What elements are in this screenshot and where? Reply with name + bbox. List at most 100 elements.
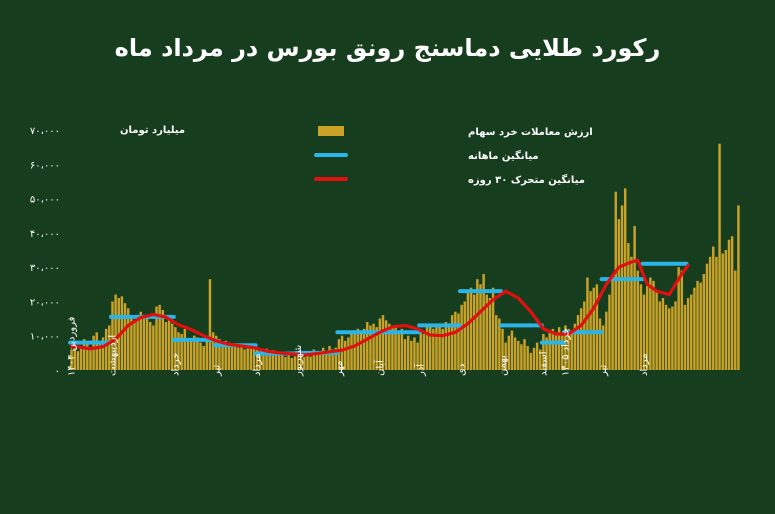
bar xyxy=(488,298,492,370)
bar xyxy=(702,274,706,370)
bar xyxy=(145,315,149,370)
bar xyxy=(573,323,577,370)
bar xyxy=(108,325,111,370)
bar xyxy=(372,323,375,370)
bar xyxy=(306,354,309,370)
bar xyxy=(435,327,438,370)
bar xyxy=(718,143,721,370)
bar xyxy=(104,328,108,370)
bar xyxy=(152,325,155,370)
x-tick-label: دی xyxy=(457,364,468,376)
bar xyxy=(92,335,95,370)
x-tick-label: فروردین ۱۴۰۴ xyxy=(67,316,78,376)
moving-average-line xyxy=(69,258,690,357)
bar xyxy=(331,349,334,370)
x-tick-label: اسفند xyxy=(538,352,549,376)
bar xyxy=(595,284,599,370)
bar xyxy=(186,339,190,370)
bar xyxy=(457,313,460,370)
bar xyxy=(539,349,542,370)
bar xyxy=(123,303,127,370)
bar xyxy=(158,304,161,370)
bar xyxy=(642,294,646,370)
bar xyxy=(564,325,567,370)
bar xyxy=(491,287,495,370)
bar xyxy=(369,325,372,370)
bar xyxy=(400,328,404,370)
bar xyxy=(636,270,639,370)
x-tick-label: شهریور xyxy=(293,345,304,377)
bar xyxy=(425,327,429,370)
bar xyxy=(171,323,174,370)
bar xyxy=(252,345,256,370)
x-tick-label: تیر xyxy=(211,364,222,377)
bar xyxy=(686,298,690,370)
bar xyxy=(388,323,391,370)
bar xyxy=(255,349,259,370)
bar xyxy=(513,337,517,370)
bar xyxy=(394,325,397,370)
bar xyxy=(287,354,290,370)
y-tick-label: ۴۰،۰۰۰ xyxy=(30,229,60,240)
x-tick-label: خرداد ۱۴۰۵ xyxy=(560,328,571,376)
bar xyxy=(347,337,350,370)
bar xyxy=(362,328,366,370)
y-tick-label: ۷۰،۰۰۰ xyxy=(30,126,60,137)
bar xyxy=(268,354,271,370)
bar xyxy=(504,342,507,370)
bar xyxy=(545,337,548,370)
bar xyxy=(391,327,394,370)
bar xyxy=(174,327,177,370)
bar xyxy=(290,358,293,370)
bar xyxy=(79,346,83,370)
bar xyxy=(410,340,413,370)
x-tick-label: آبان xyxy=(373,359,386,376)
bar xyxy=(224,340,227,370)
bar xyxy=(167,318,171,370)
bar xyxy=(161,310,165,370)
bar xyxy=(567,328,570,370)
legend-label: ارزش معاملات خرد سهام xyxy=(468,127,593,138)
bar xyxy=(416,342,419,370)
bar xyxy=(303,356,306,370)
bar xyxy=(586,277,589,370)
bar xyxy=(454,311,457,370)
bar xyxy=(422,334,426,370)
bar xyxy=(620,205,624,370)
chart-title: رکورد طلایی دماسنج رونق بورس در مرداد ما… xyxy=(114,34,661,62)
bar xyxy=(208,279,212,370)
bar xyxy=(95,332,98,370)
bar xyxy=(520,344,523,370)
bar xyxy=(189,340,193,370)
bar xyxy=(384,320,388,370)
bar xyxy=(598,318,602,370)
x-tick-label: خرداد xyxy=(170,353,181,376)
bar xyxy=(265,348,268,370)
bar xyxy=(639,284,643,370)
bar xyxy=(318,352,322,370)
bar xyxy=(240,346,243,370)
bar xyxy=(557,327,561,370)
bar xyxy=(715,256,718,370)
bar xyxy=(180,334,183,370)
x-tick-label: مرداد xyxy=(252,353,263,376)
bar xyxy=(450,315,454,370)
bar xyxy=(211,332,215,370)
bar xyxy=(215,335,218,370)
bar xyxy=(340,335,344,370)
bar xyxy=(551,328,555,370)
bar xyxy=(136,318,139,370)
bar xyxy=(375,327,378,370)
bar xyxy=(155,306,158,370)
bar xyxy=(359,334,363,370)
bar xyxy=(142,316,146,370)
bar xyxy=(554,332,558,370)
bar xyxy=(202,346,205,370)
bar xyxy=(406,335,410,370)
bar xyxy=(690,294,693,370)
bar xyxy=(428,325,432,370)
bar xyxy=(350,332,353,370)
bar xyxy=(413,337,416,370)
bar xyxy=(498,318,501,370)
